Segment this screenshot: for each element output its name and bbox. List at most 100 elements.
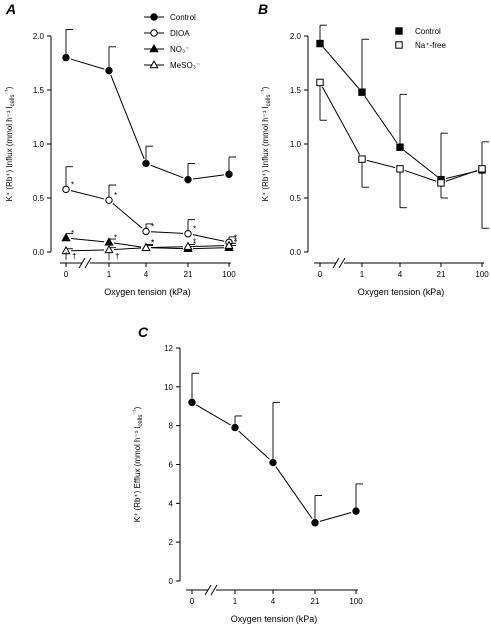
panel-a-series-3-line-seg-2 — [150, 246, 184, 249]
panel-b-legend-label-1: Na⁺-free — [415, 41, 446, 50]
panel-a-series-2-star-0: * — [71, 229, 74, 238]
panel-c-x-tick-label-4: 100 — [349, 597, 363, 606]
panel-a-series-1-point-1 — [105, 196, 113, 204]
panel-b-series-0 — [316, 24, 489, 184]
panel-b-series-1-point-1 — [358, 155, 366, 163]
panel-a-series-1-star-0: * — [71, 180, 74, 189]
panel-a-y-axis-title: K⁺ (Rb⁺) Influx (mmol h⁻¹ lcells⁻¹) — [5, 86, 16, 201]
panel-b-x-break-2 — [338, 257, 346, 269]
panel-b-series-0-line-seg-0 — [322, 47, 360, 89]
panel-a-legend-marker-3 — [149, 59, 159, 69]
panel-a-x-break-1 — [78, 257, 86, 269]
panel-a-x-tick-label-3: 21 — [184, 270, 193, 279]
panel-c-y-tick-label-0: 0 — [169, 577, 174, 586]
panel-a-dagger-0: † — [72, 252, 76, 261]
panel-b-y-tick-label-2: 1.0 — [290, 140, 302, 149]
panel-a-series-3: * * * — [61, 237, 237, 255]
panel-c-series-0-point-4 — [352, 507, 360, 515]
panel-a-x-break-2 — [84, 257, 92, 269]
panel-c-series-0-line-seg-2 — [275, 466, 313, 519]
panel-a-series-2-line-seg-3 — [192, 247, 225, 250]
panel-a-series-3-point-1 — [104, 244, 114, 254]
panel-c-series-0-point-2 — [269, 458, 277, 467]
panel-c-x-tick-label-0: 0 — [190, 597, 195, 606]
panel-a-series-3-line-seg-1 — [113, 247, 142, 251]
panel-c-y-tick-label-4: 8 — [169, 422, 174, 431]
panel-a-series-0 — [62, 29, 236, 184]
panel-b-series-0-line-seg-2 — [403, 149, 438, 177]
panel-letter-a: A — [5, 1, 16, 17]
panel-a-series-3-star-2: * — [151, 239, 154, 248]
panel-b-series-0-line-seg-1 — [364, 95, 398, 144]
panel-a-series-0-point-3 — [184, 175, 192, 184]
panel-a-legend-label-2: NO₃⁻ — [170, 45, 189, 54]
panel-b-y-tick-label-3: 1.5 — [290, 86, 302, 95]
panel-a-series-3-point-4 — [224, 240, 234, 249]
panel-b-x-tick-label-3: 21 — [437, 270, 446, 279]
panel-c-series-0 — [188, 372, 363, 527]
panel-b-series-1-line-seg-1 — [366, 159, 396, 169]
panel-b-series-1-point-2 — [396, 165, 404, 173]
panel-a-chart: 0.0 0.5 1.0 1.5 2.0 0 1 4 21 100 Oxygen tension (k… — [5, 13, 237, 297]
panel-a-series-0-point-0 — [62, 53, 70, 62]
panel-a-legend: Control DIOA NO₃⁻ MeSO₃⁻ — [144, 13, 200, 70]
panel-b-y-tick-label-0: 0.0 — [290, 248, 302, 257]
panel-b-series-1-line-seg-3 — [445, 169, 478, 182]
panel-b-series-1-line-seg-0 — [321, 86, 361, 155]
panel-b-series-0-point-2 — [396, 143, 404, 151]
panel-b-legend: Control Na⁺-free — [395, 27, 446, 50]
panel-a-legend-label-0: Control — [170, 13, 196, 22]
panel-a-series-1-point-3 — [184, 229, 192, 238]
panel-c-y-tick-label-2: 4 — [169, 499, 174, 508]
panel-a-series-3-line-seg-3 — [192, 245, 225, 247]
panel-b-y-tick-label-1: 0.5 — [290, 194, 302, 203]
panel-a-x-tick-label-2: 4 — [144, 270, 149, 279]
panel-c-x-break-2 — [210, 584, 218, 596]
panel-b-y-tick-label-4: 2.0 — [290, 32, 302, 41]
panel-a-series-1-line-seg-0 — [70, 190, 105, 200]
panel-a-series-3-point-3 — [183, 241, 193, 250]
panel-a-series-2: ***** — [61, 229, 237, 253]
panel-c-x-break-1 — [204, 584, 212, 596]
panel-c-x-tick-label-2: 4 — [271, 597, 276, 606]
panel-a-series-1-line-seg-3 — [192, 234, 225, 242]
panel-a-series-3-star-3: * — [193, 238, 196, 247]
panel-a-y-tick-label-3: 1.5 — [33, 86, 45, 95]
panel-b-chart: 0.0 0.5 1.0 1.5 2.0 0 1 4 21 100 Oxygen tension (k… — [261, 24, 489, 297]
panel-b-series-1 — [316, 78, 489, 229]
panel-c-y-tick-label-6: 12 — [164, 344, 173, 353]
panel-b-x-tick-label-1: 1 — [360, 270, 365, 279]
panel-a-series-2-point-0 — [61, 232, 71, 242]
panel-a-series-0-line-seg-1 — [110, 75, 145, 159]
panel-c-series-0-line-seg-0 — [196, 404, 231, 426]
panel-a-series-1-point-2 — [142, 227, 150, 236]
panel-b-legend-marker-0 — [395, 27, 403, 35]
panel-a-series-1-star-1: * — [114, 191, 117, 200]
panel-a-x-axis-title: Oxygen tension (kPa) — [104, 287, 191, 297]
panel-c-chart: 0 2 4 6 8 10 12 0 1 4 21 100 Oxygen tension (kPa) K⁺ … — [133, 344, 363, 624]
panel-a-series-0-point-4 — [225, 170, 233, 178]
panel-a-x-tick-label-0: 0 — [64, 270, 69, 279]
panel-a-series-2-line-seg-2 — [150, 247, 184, 250]
panel-b-x-tick-label-2: 4 — [398, 270, 403, 279]
panel-letter-c: C — [138, 324, 149, 340]
panel-c-series-0-line-seg-1 — [238, 430, 270, 460]
panel-c-x-axis-title: Oxygen tension (kPa) — [231, 614, 318, 624]
panel-c-y-tick-label-1: 2 — [169, 538, 174, 547]
panel-a-series-1-star-4: * — [234, 233, 237, 242]
panel-b-x-break-1 — [332, 257, 340, 269]
panel-c-y-axis-title: K⁺ (Rb⁺) Efflux (mmol h⁻¹ lcells⁻¹) — [133, 406, 144, 522]
panel-a-y-tick-label-0: 0.0 — [33, 248, 45, 257]
panel-a-series-0-point-1 — [105, 66, 113, 75]
panel-a-y-tick-label-2: 1.0 — [33, 140, 45, 149]
panel-c-x-tick-label-3: 21 — [311, 597, 320, 606]
panel-a-x-tick-label-4: 100 — [222, 270, 236, 279]
panel-c-x-tick-label-1: 1 — [233, 597, 238, 606]
panel-b-series-1-point-0 — [316, 78, 324, 87]
panel-a-series-0-line-seg-2 — [150, 164, 184, 179]
panel-a-series-1-line-seg-2 — [150, 231, 184, 234]
panel-a-legend-marker-2 — [149, 43, 159, 53]
panel-b-legend-label-0: Control — [415, 27, 441, 36]
panel-a-series-1-star-2: * — [151, 222, 154, 231]
